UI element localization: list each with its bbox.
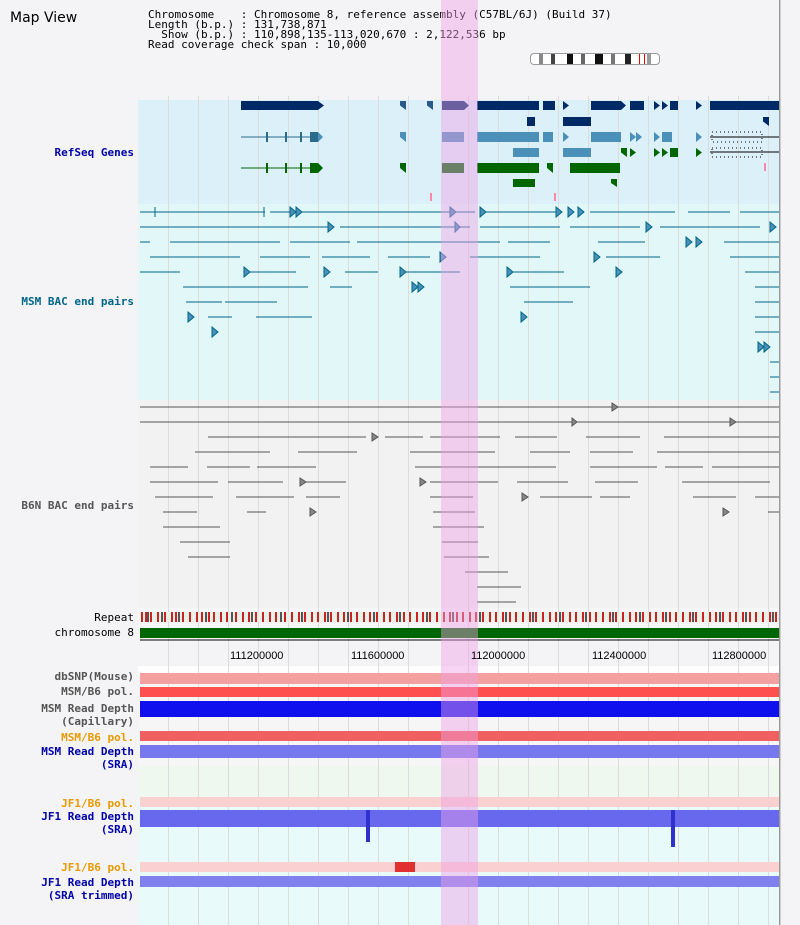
dbsnp-band (140, 673, 780, 684)
b6n-bac-background (138, 400, 780, 608)
jf1-depth-spike (671, 810, 675, 847)
info-line-chromosome: Chromosome : Chromosome 8, reference ass… (148, 8, 612, 21)
refseq-genes[interactable] (241, 101, 780, 201)
track-label-jf1-b6-pol-2: JF1/B6 pol. (61, 861, 134, 874)
repeat-track[interactable] (140, 612, 780, 622)
grid-line (708, 96, 709, 925)
b6n-bac-pairs[interactable] (140, 402, 780, 603)
track-label-msm-b6-pol-2: MSM/B6 pol. (61, 731, 134, 744)
jf1-depth-trimmed-band (140, 876, 780, 887)
axis-tick-label: 112000000 (471, 650, 526, 662)
track-label-jf1-sra: (SRA) (100, 823, 134, 836)
info-line-show: Show (b.p.) : 110,898,135-113,020,670 : … (148, 28, 506, 41)
grid-line (558, 96, 559, 925)
grid-line (348, 96, 349, 925)
track-label-chromosome: chromosome 8 (54, 626, 134, 639)
track-label-refseq: RefSeq Genes (54, 146, 134, 159)
jf1-depth-sra-band (140, 810, 780, 827)
track-label-capillary: (Capillary) (61, 715, 134, 728)
grid-line (228, 96, 229, 925)
right-margin (780, 0, 800, 925)
track-label-sra: (SRA) (100, 758, 134, 771)
track-label-jf1-b6-pol: JF1/B6 pol. (61, 797, 134, 810)
axis-tick-label: 111600000 (351, 650, 405, 662)
jf1-depth-spike (366, 810, 370, 842)
axis-background (138, 666, 780, 676)
track-label-sra-trimmed: (SRA trimmed) (47, 889, 134, 902)
chromosome-ideogram[interactable] (530, 53, 660, 65)
track-label-jf1-depth-sra: JF1 Read Depth (41, 810, 134, 823)
grid-line (738, 96, 739, 925)
grid-line (468, 96, 469, 925)
chromosome-info: Chromosome : Chromosome 8, reference ass… (148, 8, 612, 51)
track-label-b6n-bac: B6N BAC end pairs (21, 499, 134, 512)
msm-sra-background (138, 766, 780, 801)
grid-line (318, 96, 319, 925)
track-label-repeat: Repeat (94, 611, 134, 624)
grid-line (288, 96, 289, 925)
info-line-coverage: Read coverage check span : 10,000 (148, 38, 367, 51)
axis-tick-label: 111200000 (230, 650, 284, 662)
info-line-length: Length (b.p.) : 131,738,871 (148, 18, 327, 31)
page-title: Map View (10, 10, 78, 26)
grid-line (768, 96, 769, 925)
msm-b6-pol-band-2 (140, 731, 780, 741)
grid-line (258, 96, 259, 925)
grid-line (198, 96, 199, 925)
track-label-msm-depth-capillary: MSM Read Depth (41, 702, 134, 715)
grid-line (528, 96, 529, 925)
track-label-dbsnp: dbSNP(Mouse) (54, 670, 134, 683)
grid-line (498, 96, 499, 925)
grid-line (378, 96, 379, 925)
grid-line (588, 96, 589, 925)
jf1-b6-pol-band-1 (140, 797, 780, 807)
ideogram-position-marker (639, 54, 645, 64)
track-label-msm-depth-sra: MSM Read Depth (41, 745, 134, 758)
msm-depth-sra-band (140, 745, 780, 758)
jf1-pol-hotspot (395, 862, 415, 872)
jf1-b6-pol-band-2 (140, 862, 780, 872)
chromosome-bar (140, 628, 780, 638)
axis-tick-label: 112400000 (592, 650, 647, 662)
grid-line (408, 96, 409, 925)
grid-line (168, 96, 169, 925)
selected-region-highlight[interactable] (441, 0, 478, 925)
track-label-jf1-depth-trimmed: JF1 Read Depth (41, 876, 134, 889)
msm-depth-capillary-band (140, 701, 780, 717)
msm-b6-pol-band-1 (140, 687, 780, 697)
track-label-msm-b6-pol: MSM/B6 pol. (61, 685, 134, 698)
track-right-border (779, 0, 780, 925)
grid-line (678, 96, 679, 925)
track-label-msm-bac: MSM BAC end pairs (21, 295, 134, 308)
grid-line (648, 96, 649, 925)
msm-bac-pairs[interactable] (140, 205, 780, 393)
axis-tick-label: 112800000 (712, 650, 767, 662)
grid-line (618, 96, 619, 925)
